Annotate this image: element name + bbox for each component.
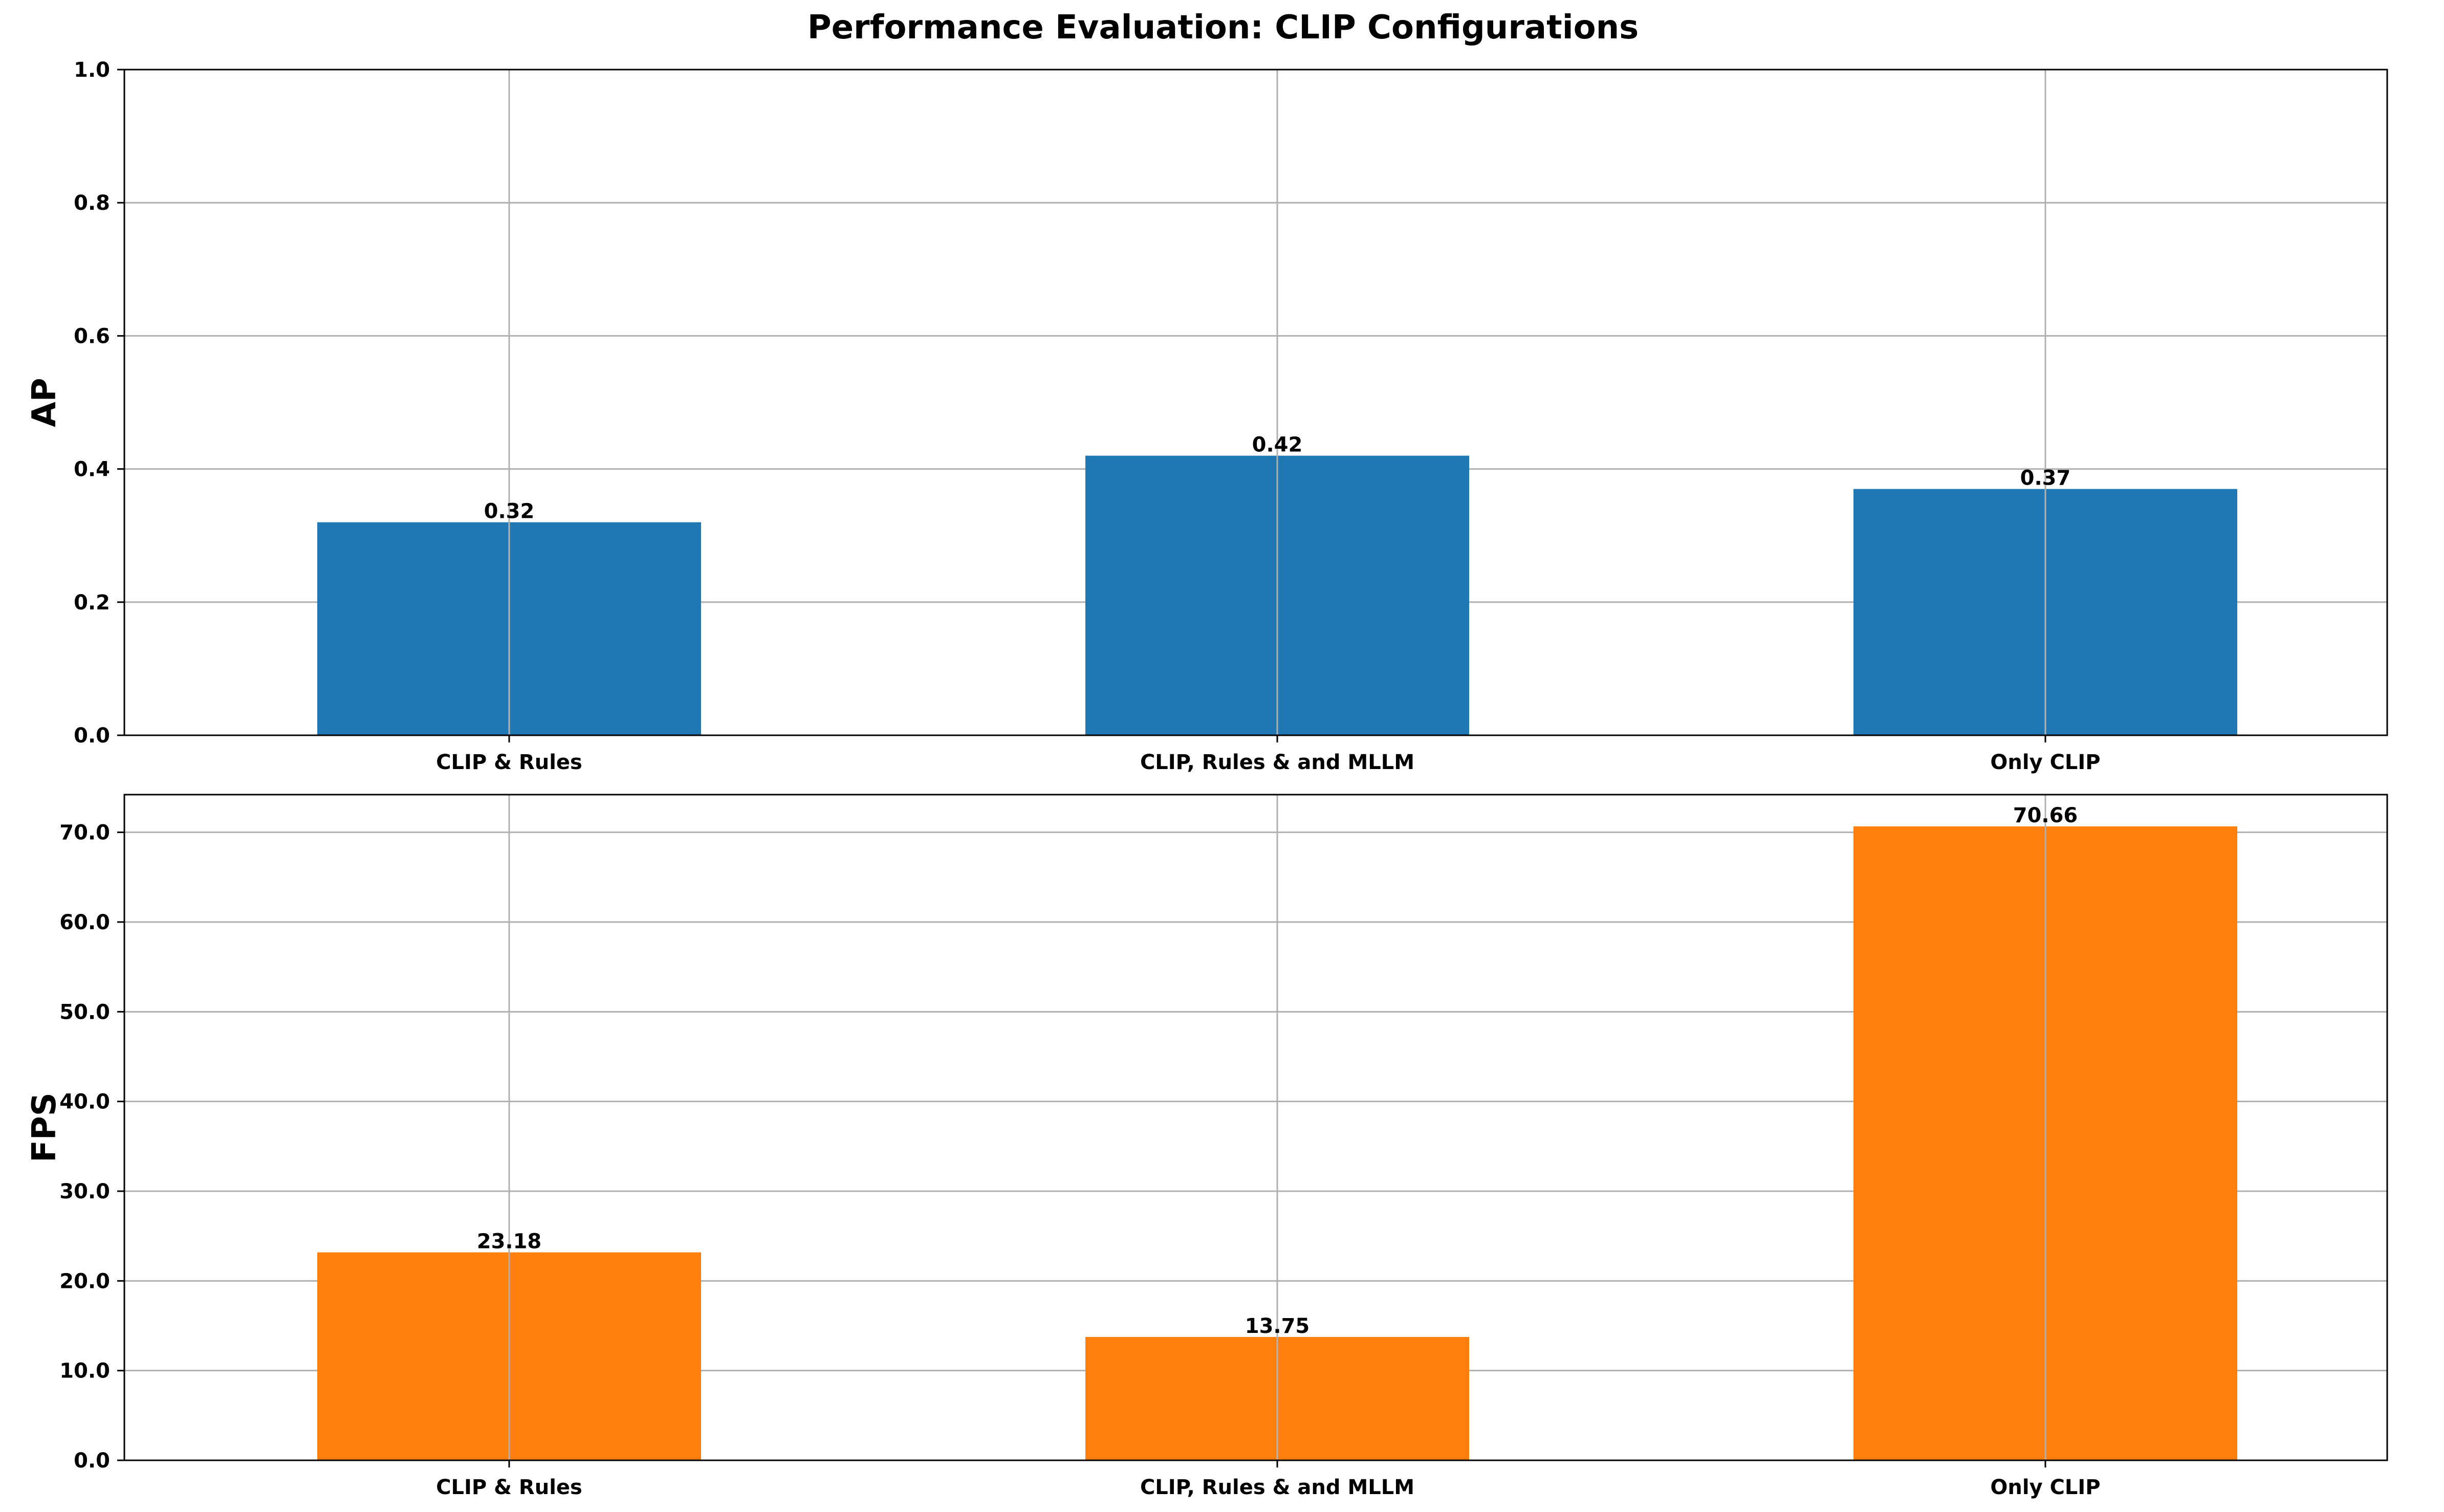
fps-xtick-label: CLIP, Rules & and MLLM: [1140, 1476, 1414, 1499]
fps-ytick-label: 70.0: [59, 821, 110, 845]
ap-ytick-label: 0.0: [74, 724, 110, 748]
fps-ytick-label: 10.0: [59, 1360, 110, 1383]
fps-ytick-label: 0.0: [74, 1449, 110, 1473]
fps-data-label: 23.18: [477, 1230, 542, 1254]
ap-ylabel: AP: [26, 378, 63, 427]
ap-chart: 0.32 0.42 0.37 0.0 0.2 0.4 0.6 0.8 1.0 CLIP & Rul…: [26, 58, 2388, 774]
fps-ytick-label: 50.0: [59, 1000, 110, 1024]
ap-xtick-label: CLIP & Rules: [436, 751, 582, 774]
fps-data-label: 70.66: [2013, 804, 2078, 827]
ap-xtick-label: CLIP, Rules & and MLLM: [1140, 751, 1414, 774]
ap-ytick-label: 0.6: [74, 324, 110, 348]
ap-ytick-label: 0.2: [74, 591, 110, 615]
ap-data-label: 0.42: [1252, 433, 1303, 457]
fps-xtick-label: Only CLIP: [1990, 1476, 2100, 1499]
fps-xtick-label: CLIP & Rules: [436, 1476, 582, 1499]
ap-ytick-label: 0.4: [74, 458, 110, 481]
ap-ytick-label: 1.0: [74, 58, 110, 82]
ap-data-label: 0.37: [2020, 467, 2071, 490]
ap-ytick-label: 0.8: [74, 191, 110, 215]
fps-chart: 23.18 13.75 70.66 0.0 10.0 20.0 30.0 40.0 50.0 60…: [26, 794, 2388, 1499]
fps-ytick-label: 30.0: [59, 1180, 110, 1203]
fps-ylabel: FPS: [26, 1092, 63, 1163]
ap-data-label: 0.32: [484, 500, 535, 523]
figure-title: Performance Evaluation: CLIP Configurati…: [808, 9, 1639, 47]
fps-axes-frame: [123, 794, 2388, 1461]
ap-axes-frame: [123, 69, 2388, 736]
fps-data-label: 13.75: [1245, 1314, 1310, 1338]
fps-ytick-label: 40.0: [59, 1090, 110, 1114]
fps-ytick-label: 60.0: [59, 911, 110, 934]
ap-xtick-label: Only CLIP: [1990, 751, 2100, 774]
fps-ytick-label: 20.0: [59, 1269, 110, 1293]
